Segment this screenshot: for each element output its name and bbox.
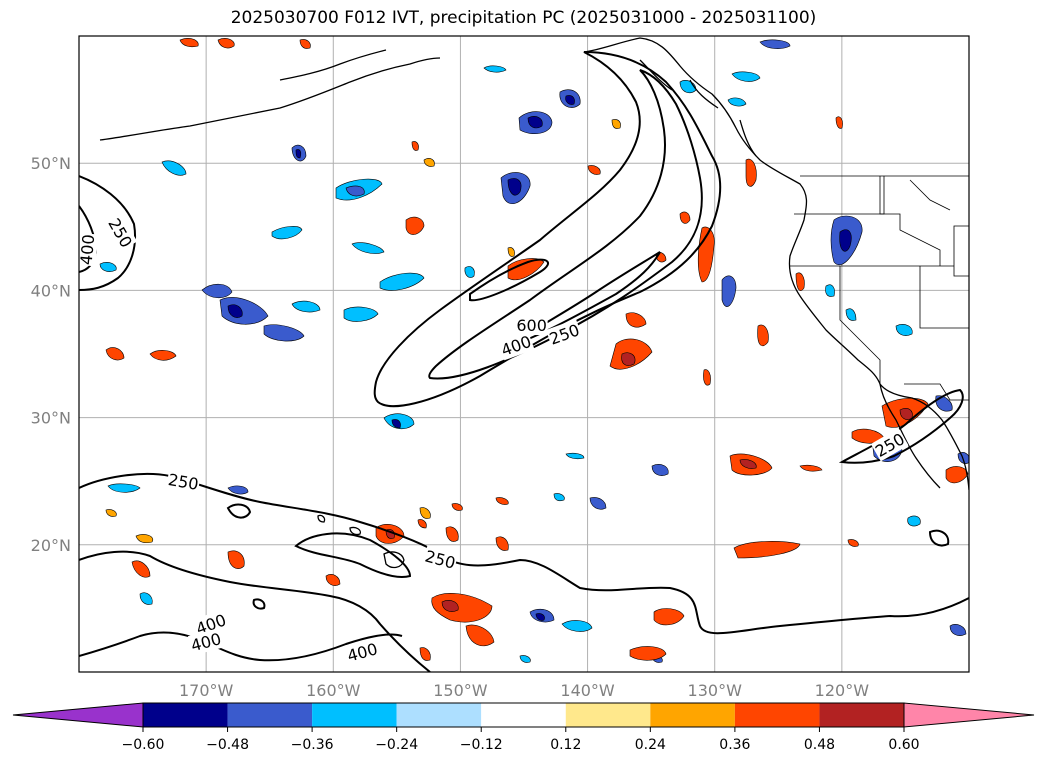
ivt-contour-west-250 — [79, 175, 136, 291]
contour-label-halo — [870, 428, 909, 462]
graticule — [79, 36, 969, 672]
hawaii-big-island — [383, 551, 405, 569]
ivt-contour-label: 400 — [75, 232, 99, 267]
colorbar-tick-label: 0.36 — [719, 737, 750, 753]
ivt-contour-small-1 — [226, 503, 252, 519]
ivt-contour-tropical-400 — [79, 631, 403, 662]
ivt-contour-tropical-250-b — [79, 550, 431, 672]
ivt-contour-600-ar-2 — [509, 251, 661, 347]
contour-label-halo — [187, 627, 224, 656]
hawaii-oahu — [317, 514, 326, 523]
map-frame — [78, 35, 970, 673]
contour-label-halo — [103, 213, 138, 252]
colorbar-tick-label: −0.60 — [122, 737, 165, 753]
precip-pc-shading — [99, 38, 969, 663]
colorbar-tick-label: −0.24 — [375, 737, 418, 753]
ivt-contour-400-ar — [428, 69, 703, 380]
ivt-contour-tropical-400-b — [294, 532, 412, 578]
aleutian-chain — [99, 57, 441, 141]
contour-label-halo — [165, 468, 201, 495]
lon-tick-label: 160°W — [306, 681, 361, 700]
colorbar-segment — [565, 703, 651, 727]
contour-label-halo — [344, 638, 381, 666]
negative-pc-blob — [99, 39, 969, 663]
ivt-contour-tropical-250 — [79, 472, 969, 635]
latitude-labels: 20°N 30°N 40°N 50°N — [31, 154, 71, 555]
colorbar-segment — [481, 703, 566, 727]
lon-tick-label: 150°W — [433, 681, 488, 700]
colorbar-segment — [650, 703, 735, 727]
alaska-peninsula — [279, 49, 387, 81]
colorbar-segment — [312, 703, 397, 727]
lat-tick-label: 40°N — [31, 281, 71, 300]
ivt-contour-label: 600 — [515, 315, 548, 336]
contour-label-halo — [545, 319, 583, 349]
ivt-contours — [79, 51, 969, 672]
ivt-contour-label: 250 — [165, 468, 201, 495]
colorbar-over-extend — [903, 702, 1035, 728]
colorbar: −0.60 −0.48 −0.36 −0.24 −0.12 0.12 0.24 0.36 0.4… — [12, 702, 1035, 753]
colorbar-segment — [143, 703, 228, 727]
colorbar-tick-label: 0.24 — [635, 737, 666, 753]
map-panel — [79, 36, 969, 672]
colorbar-tick-label: −0.36 — [291, 737, 334, 753]
alaska-panhandle-islands — [639, 59, 757, 157]
colorbar-segment — [227, 703, 313, 727]
colorbar-tick-label: −0.12 — [460, 737, 503, 753]
lat-tick-label: 30°N — [31, 409, 71, 428]
longitude-labels: 170°W 160°W 150°W 140°W 130°W 120°W — [179, 681, 869, 700]
lon-tick-label: 140°W — [560, 681, 615, 700]
contour-label-halo — [515, 315, 548, 336]
colorbar-segment — [819, 703, 904, 727]
coastlines — [99, 37, 969, 569]
hawaii-maui — [349, 526, 362, 536]
contour-label-halo — [192, 609, 230, 639]
lat-tick-label: 50°N — [31, 154, 71, 173]
contour-label-halo — [497, 330, 535, 361]
ivt-contour-small-2 — [252, 598, 266, 610]
contour-label-text: 600 — [516, 316, 547, 335]
lon-tick-label: 170°W — [179, 681, 234, 700]
positive-pc-blob — [105, 38, 969, 661]
ivt-contour-600-ar — [469, 258, 549, 302]
colorbar-tick-label: 0.12 — [550, 737, 581, 753]
contour-label-halo — [422, 545, 459, 573]
contour-label-text: 400 — [77, 234, 99, 266]
lon-tick-label: 120°W — [815, 681, 870, 700]
ivt-contour-label: 400 — [344, 638, 381, 666]
ivt-contour-small-3 — [928, 529, 950, 547]
colorbar-frame — [142, 702, 905, 728]
lat-tick-label: 20°N — [31, 536, 71, 555]
map-title: 2025030700 F012 IVT, precipitation PC (2… — [230, 8, 817, 28]
colorbar-segment — [396, 703, 482, 727]
lon-tick-label: 130°W — [688, 681, 743, 700]
colorbar-tick-label: −0.48 — [206, 737, 249, 753]
state-borders — [790, 175, 969, 401]
north-america-coast — [583, 37, 969, 491]
contour-label-halo — [75, 232, 99, 267]
colorbar-tick-label: 0.60 — [888, 737, 919, 753]
colorbar-tick-label: 0.48 — [804, 737, 835, 753]
colorbar-segment — [734, 703, 820, 727]
baja-california — [879, 383, 941, 489]
ivt-contour-250-ar — [373, 51, 722, 408]
colorbar-under-extend — [12, 702, 144, 728]
